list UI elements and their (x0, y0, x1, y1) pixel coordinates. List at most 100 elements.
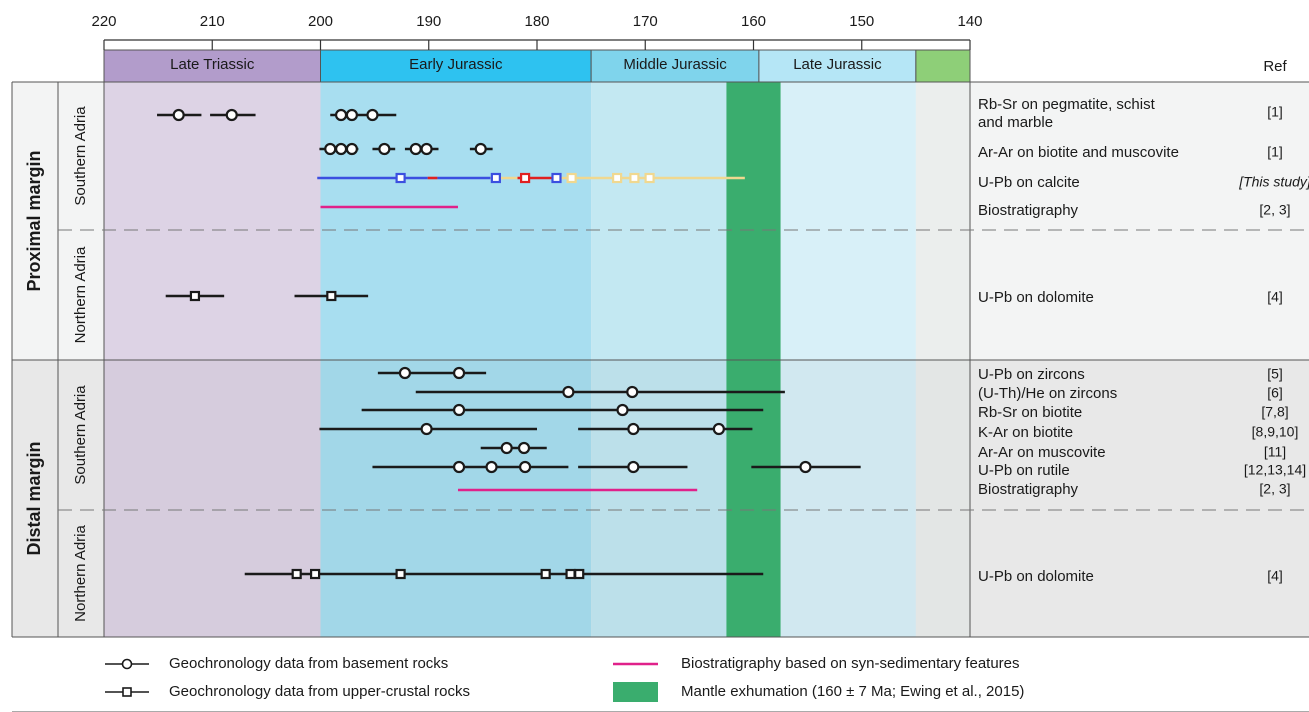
circle-marker (562, 385, 575, 399)
legend-box (613, 682, 658, 702)
x-tick-label: 200 (308, 13, 333, 30)
legend-square (122, 687, 132, 697)
period-name: Early Jurassic (409, 56, 503, 73)
square-marker (326, 290, 337, 302)
circle-marker (334, 142, 348, 156)
ref-label: [This study] (1238, 174, 1309, 190)
ref-label: [6] (1267, 385, 1283, 401)
method-label: U-Pb on calcite (978, 174, 1080, 191)
period-header (758, 49, 917, 83)
circle-marker (452, 403, 466, 417)
legend-label: Biostratigraphy based on syn-sedimentary… (681, 655, 1020, 672)
square-marker (551, 172, 562, 184)
circle-marker (799, 460, 812, 474)
circle-marker (324, 142, 337, 156)
legend-label: Geochronology data from upper-crustal ro… (169, 683, 470, 700)
method-label: Biostratigraphy (978, 481, 1079, 498)
method-label: Biostratigraphy (978, 202, 1079, 219)
subgroup-label: Southern Adria (72, 385, 89, 485)
period-header (320, 49, 592, 83)
x-tick-label: 220 (91, 13, 116, 30)
circle-marker (420, 422, 433, 436)
square-marker (574, 568, 585, 580)
x-tick-label: 150 (849, 13, 874, 30)
circle-marker (378, 142, 391, 156)
circle-marker (345, 142, 358, 156)
circle-marker (452, 460, 466, 474)
ref-label: [1] (1267, 144, 1283, 160)
ref-label: [11] (1264, 444, 1286, 460)
ref-label: [4] (1267, 289, 1283, 305)
circle-marker (452, 366, 466, 380)
ref-label: [12,13,14] (1244, 462, 1306, 478)
circle-marker (517, 441, 531, 455)
period-name: Late Triassic (170, 56, 255, 73)
ref-label: [5] (1267, 366, 1283, 382)
ref-label: [2, 3] (1259, 202, 1290, 218)
circle-marker (398, 366, 412, 380)
circle-marker (485, 460, 498, 474)
square-marker (644, 172, 655, 184)
method-label: Ar-Ar on biotite and muscovite (978, 144, 1179, 161)
x-tick-label: 160 (741, 13, 766, 30)
square-marker (291, 568, 302, 580)
square-marker (612, 172, 623, 184)
square-marker (540, 568, 551, 580)
method-label: Rb-Sr on pegmatite, schist (978, 96, 1156, 113)
circle-marker (172, 108, 185, 122)
group-label: Distal margin (24, 441, 44, 555)
circle-marker (712, 422, 725, 436)
square-marker (309, 568, 321, 580)
x-tick-label: 210 (200, 13, 225, 30)
method-label: (U-Th)/He on zircons (978, 385, 1117, 402)
period-header (915, 49, 971, 83)
method-label: U-Pb on zircons (978, 366, 1085, 383)
x-tick-label: 170 (633, 13, 658, 30)
method-label: U-Pb on rutile (978, 462, 1070, 479)
x-tick-label: 180 (524, 13, 549, 30)
square-marker (189, 290, 201, 302)
ref-label: [4] (1267, 568, 1283, 584)
ref-label: [1] (1267, 104, 1283, 120)
ref-label: [7,8] (1261, 404, 1288, 420)
circle-marker (627, 460, 640, 474)
subgroup-label: Southern Adria (72, 106, 89, 206)
circle-marker (626, 385, 639, 399)
ref-header: Ref (1263, 58, 1287, 75)
ref-label: [2, 3] (1259, 481, 1290, 497)
square-marker (490, 172, 501, 184)
circle-marker (616, 403, 629, 417)
square-marker (565, 568, 576, 580)
square-marker (566, 172, 577, 184)
method-label: U-Pb on dolomite (978, 289, 1094, 306)
ref-label: [8,9,10] (1252, 424, 1299, 440)
circle-marker (334, 108, 348, 122)
method-label: Ar-Ar on muscovite (978, 444, 1106, 461)
circle-marker (409, 142, 422, 156)
circle-marker (225, 108, 238, 122)
square-marker (519, 172, 531, 184)
square-marker (395, 172, 406, 184)
subgroup-label: Northern Adria (72, 524, 89, 621)
period-header (590, 49, 760, 83)
square-marker (395, 568, 406, 580)
group-label: Proximal margin (24, 150, 44, 291)
circle-marker (627, 422, 640, 436)
square-marker (629, 172, 640, 184)
method-label: and marble (978, 114, 1053, 131)
subgroup-label: Northern Adria (72, 246, 89, 343)
period-name: Late Jurassic (793, 56, 882, 73)
circle-marker (518, 460, 532, 474)
method-label: K-Ar on biotite (978, 424, 1073, 441)
distal-shade (104, 360, 970, 637)
x-tick-label: 190 (416, 13, 441, 30)
x-tick-label: 140 (957, 13, 982, 30)
circle-marker (474, 142, 487, 156)
legend-label: Mantle exhumation (160 ± 7 Ma; Ewing et … (681, 683, 1024, 700)
circle-marker (366, 108, 379, 122)
legend-circle (121, 658, 133, 670)
legend-label: Geochronology data from basement rocks (169, 655, 448, 672)
circle-marker (500, 441, 513, 455)
